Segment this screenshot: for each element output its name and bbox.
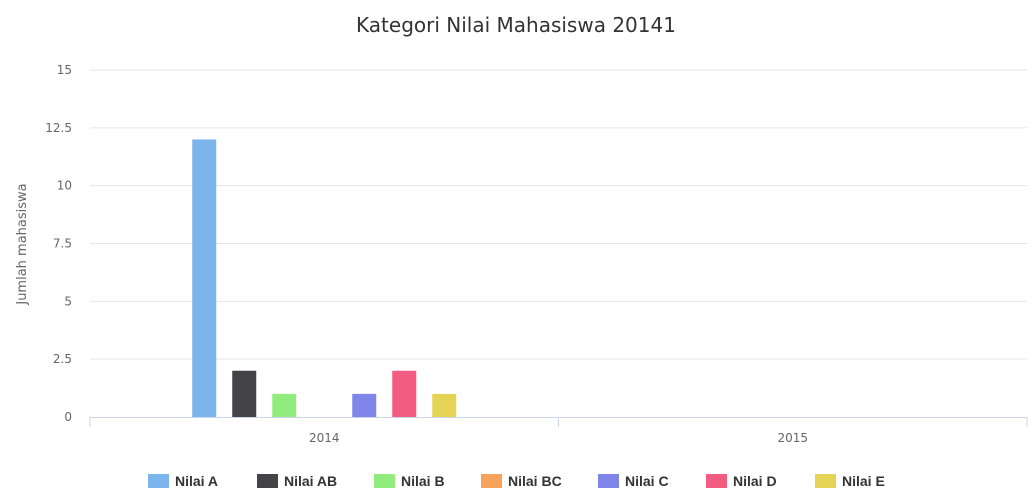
legend-swatch: [815, 474, 836, 488]
legend-item-nilai-bc[interactable]: Nilai BC: [481, 473, 562, 489]
bar-nilai-d-2014[interactable]: [392, 370, 417, 417]
legend-swatch: [706, 474, 727, 488]
legend-swatch: [257, 474, 278, 488]
legend-item-nilai-b[interactable]: Nilai B: [374, 473, 445, 489]
legend-item-nilai-ab[interactable]: Nilai AB: [257, 473, 337, 489]
legend-swatch: [481, 474, 502, 488]
legend: Nilai A Nilai AB Nilai B Nilai BC Nilai C Nil…: [148, 473, 885, 489]
bars: [192, 139, 457, 417]
legend-swatch: [374, 474, 395, 488]
bar-nilai-c-2014[interactable]: [352, 393, 377, 417]
x-tick-label: 2015: [777, 431, 808, 445]
legend-item-nilai-a[interactable]: Nilai A: [148, 473, 218, 489]
bar-nilai-e-2014[interactable]: [432, 393, 457, 417]
bar-nilai-a-2014[interactable]: [192, 139, 217, 417]
y-tick-label: 12.5: [45, 121, 72, 135]
y-tick-label: 10: [57, 179, 72, 193]
chart-title: Kategori Nilai Mahasiswa 20141: [356, 13, 676, 37]
legend-item-nilai-c[interactable]: Nilai C: [598, 473, 669, 489]
legend-swatch: [148, 474, 169, 488]
y-axis-ticks: 0 2.5 5 7.5 10 12.5 15: [45, 63, 72, 424]
legend-label: Nilai D: [733, 473, 777, 489]
y-tick-label: 0: [64, 410, 72, 424]
y-axis-label: Jumlah mahasiswa: [15, 183, 30, 305]
legend-label: Nilai BC: [508, 473, 562, 489]
x-axis: 2014 2015: [89, 417, 1028, 445]
legend-label: Nilai E: [842, 473, 885, 489]
y-tick-label: 2.5: [53, 352, 72, 366]
y-tick-label: 15: [57, 63, 72, 77]
bar-nilai-b-2014[interactable]: [272, 393, 297, 417]
legend-item-nilai-d[interactable]: Nilai D: [706, 473, 777, 489]
x-tick-label: 2014: [309, 431, 340, 445]
y-tick-label: 5: [64, 294, 72, 308]
bar-nilai-ab-2014[interactable]: [232, 370, 257, 417]
legend-label: Nilai C: [625, 473, 669, 489]
y-tick-label: 7.5: [53, 237, 72, 251]
legend-label: Nilai A: [175, 473, 218, 489]
grid-lines: [90, 69, 1027, 360]
legend-item-nilai-e[interactable]: Nilai E: [815, 473, 885, 489]
legend-label: Nilai AB: [284, 473, 337, 489]
legend-label: Nilai B: [401, 473, 445, 489]
legend-swatch: [598, 474, 619, 488]
